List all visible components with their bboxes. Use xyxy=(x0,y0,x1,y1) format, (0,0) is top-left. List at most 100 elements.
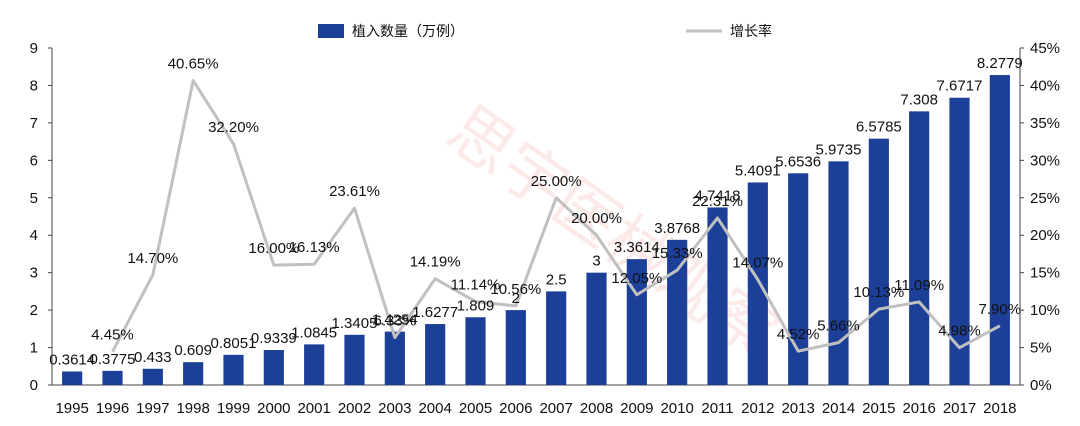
line-data-label: 14.19% xyxy=(410,254,461,271)
bar-data-label: 1.809 xyxy=(457,297,495,314)
x-tick-label: 2000 xyxy=(257,400,290,417)
y-right-tick-label: 45% xyxy=(1030,40,1060,57)
x-tick-label: 2010 xyxy=(660,400,693,417)
bar-data-label: 0.9339 xyxy=(251,330,297,347)
line-data-label: 40.65% xyxy=(168,56,219,73)
y-left-tick-label: 4 xyxy=(30,227,38,244)
bar-data-label: 1.0845 xyxy=(291,324,337,341)
x-tick-label: 2012 xyxy=(741,400,774,417)
x-tick-label: 2002 xyxy=(338,400,371,417)
x-tick-label: 1996 xyxy=(96,400,129,417)
line-data-label: 12.05% xyxy=(611,270,662,287)
x-tick-label: 2009 xyxy=(620,400,653,417)
line-data-label: 10.56% xyxy=(490,281,541,298)
y-left-tick-label: 2 xyxy=(30,302,38,319)
line-data-label: 20.00% xyxy=(571,210,622,227)
y-left-tick-label: 0 xyxy=(30,377,38,394)
bar xyxy=(304,344,325,385)
x-tick-label: 1998 xyxy=(176,400,209,417)
legend: 植入数量（万例） 增长率 xyxy=(318,23,772,40)
line-data-label: 11.14% xyxy=(451,277,501,294)
bar xyxy=(425,324,446,385)
x-tick-label: 2011 xyxy=(701,400,733,417)
bar-data-label: 7.6717 xyxy=(937,78,983,95)
y-left-tick-label: 7 xyxy=(30,115,38,132)
x-tick-label: 2008 xyxy=(580,400,613,417)
line-data-label: 4.52% xyxy=(777,326,820,343)
bar-data-label: 1.3405 xyxy=(332,315,378,332)
bar xyxy=(546,291,567,385)
y-right-tick-label: 15% xyxy=(1030,265,1060,282)
bar-data-label: 4.7418 xyxy=(695,187,741,204)
bar-data-label: 0.433 xyxy=(134,349,172,366)
x-tick-label: 2018 xyxy=(983,400,1016,417)
line-data-label: 16.00% xyxy=(248,240,299,257)
y-right-tick-label: 20% xyxy=(1030,227,1060,244)
bar-data-label: 5.9735 xyxy=(816,141,862,158)
bar-data-label: 6.5785 xyxy=(856,119,902,136)
y-right-tick-label: 10% xyxy=(1030,302,1060,319)
bar-data-label: 3 xyxy=(592,253,600,270)
line-data-label: 4.45% xyxy=(91,327,134,344)
bar-data-label: 2.5 xyxy=(546,271,567,288)
x-tick-label: 1997 xyxy=(136,400,169,417)
watermark-text: 思宇医械观察 xyxy=(434,92,791,373)
bar-data-label: 5.6536 xyxy=(775,153,821,170)
line-data-label: 7.90% xyxy=(979,301,1022,318)
x-tick-label: 2004 xyxy=(418,400,451,417)
line-data-label: 6.33% xyxy=(374,313,417,330)
line-data-label: 4.98% xyxy=(938,323,981,340)
x-tick-label: 2007 xyxy=(539,400,572,417)
line-data-label: 10.13% xyxy=(853,284,904,301)
y-right-tick-label: 5% xyxy=(1030,340,1052,357)
y-left-tick-label: 5 xyxy=(30,190,38,207)
bar xyxy=(586,272,607,385)
bar xyxy=(909,111,930,385)
legend-label-line: 增长率 xyxy=(730,23,772,40)
y-right-tick-label: 35% xyxy=(1030,115,1060,132)
y-right-tick-label: 40% xyxy=(1030,77,1060,94)
bar-data-label: 3.8768 xyxy=(654,220,700,237)
bar xyxy=(62,371,83,385)
bar xyxy=(707,207,728,385)
y-left-tick-label: 6 xyxy=(30,152,38,169)
bar xyxy=(828,161,849,385)
bar-data-label: 0.3614 xyxy=(49,351,95,368)
line-data-label: 23.61% xyxy=(329,183,380,200)
bar-data-label: 3.3614 xyxy=(614,239,660,256)
line-data-label: 16.13% xyxy=(289,239,340,256)
y-left-tick-label: 1 xyxy=(30,340,38,357)
bar xyxy=(868,138,889,385)
x-tick-label: 2001 xyxy=(297,400,330,417)
y-right-tick-label: 25% xyxy=(1030,190,1060,207)
bar-data-label: 8.2779 xyxy=(977,55,1023,72)
bar-data-label: 0.8051 xyxy=(211,335,257,352)
bar-data-label: 0.609 xyxy=(174,342,212,359)
bar xyxy=(747,182,768,385)
bar-data-label: 1.4254 xyxy=(372,312,418,329)
bar xyxy=(465,317,486,385)
bar xyxy=(667,239,688,385)
x-tick-label: 1995 xyxy=(55,400,88,417)
legend-label-bar: 植入数量（万例） xyxy=(352,24,464,40)
bar xyxy=(223,354,244,385)
line-data-label: 15.33% xyxy=(652,245,703,262)
line-data-label: 14.07% xyxy=(732,255,783,272)
bar xyxy=(142,368,163,385)
line-data-label: 25.00% xyxy=(531,173,582,190)
bar-data-label: 7.308 xyxy=(900,91,938,108)
x-tick-label: 2015 xyxy=(862,400,895,417)
bar xyxy=(183,362,204,385)
bar xyxy=(505,310,526,385)
bar xyxy=(344,334,365,385)
bar-data-label: 5.4091 xyxy=(735,162,781,179)
x-tick-label: 2003 xyxy=(378,400,411,417)
line-data-label: 11.09% xyxy=(894,277,944,294)
line-data-label: 5.66% xyxy=(817,318,860,335)
bar-data-label: 0.3775 xyxy=(90,351,136,368)
bar xyxy=(949,97,970,385)
bar xyxy=(384,331,405,385)
bar xyxy=(989,75,1010,385)
